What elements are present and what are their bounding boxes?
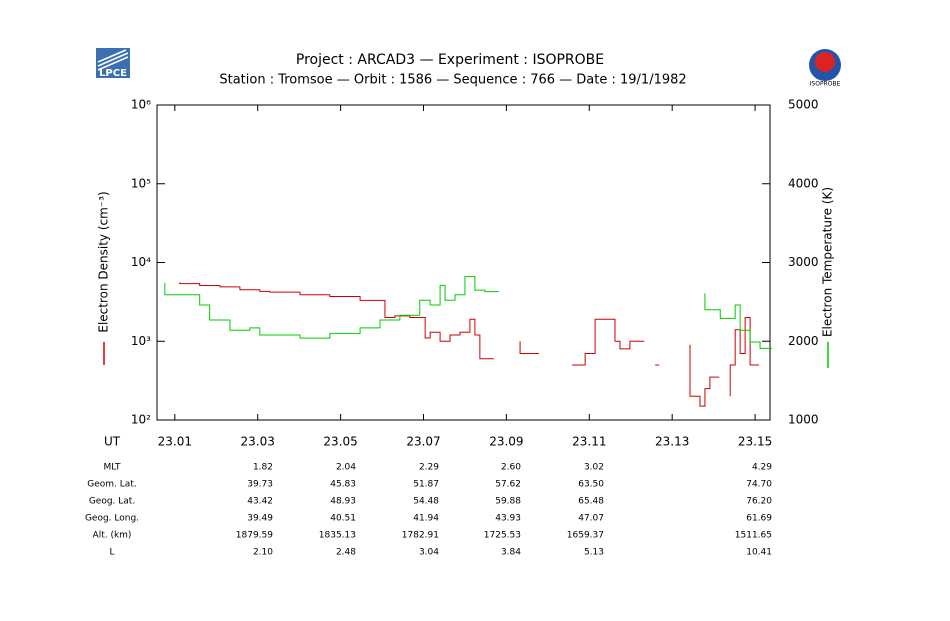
table-cell: 45.83	[330, 480, 356, 490]
y2-tick-label: 5000	[788, 98, 819, 112]
series-line	[164, 276, 772, 349]
y2-tick-label: 2000	[788, 334, 819, 348]
x-tick-label: 23.05	[323, 435, 357, 449]
table-cell: 3.02	[584, 463, 604, 473]
table-cell: 2.04	[336, 463, 356, 473]
plot-frame	[156, 104, 771, 421]
y-tick-label: 10⁴	[131, 255, 151, 269]
table-cell: 41.94	[413, 514, 439, 524]
table-cell: 2.29	[419, 463, 439, 473]
table-cell: 39.73	[247, 480, 273, 490]
table-cell: 2.60	[501, 463, 521, 473]
isoprobe-logo: ISOPROBE	[809, 49, 841, 88]
table-cell: 48.93	[330, 497, 356, 507]
chart-title: Project : ARCAD3 — Experiment : ISOPROBE	[296, 52, 604, 68]
table-cell: 1511.65	[735, 531, 772, 541]
table-cell: 39.49	[247, 514, 273, 524]
lpce-logo: LPCE	[96, 48, 130, 79]
logo-lines	[97, 49, 129, 71]
table-cell: 47.07	[578, 514, 604, 524]
row-label: Geog. Long.	[85, 514, 139, 524]
x-tick-label: 23.07	[406, 435, 440, 449]
logo-text: ISOPROBE	[810, 81, 841, 88]
x-axis-label: UT	[104, 435, 121, 449]
table-cell: 1782.91	[402, 531, 439, 541]
table-cell: 54.48	[413, 497, 439, 507]
table-cell: 3.04	[419, 548, 439, 558]
table-cell: 57.62	[495, 480, 521, 490]
y2-axis-label: Electron Temperature (K)	[821, 187, 835, 337]
series-line	[179, 282, 760, 407]
y2-tick-label: 3000	[788, 255, 819, 269]
table-cell: 2.48	[336, 548, 356, 558]
table-cell: 2.10	[253, 548, 273, 558]
table-cell: 65.48	[578, 497, 604, 507]
table-cell: 51.87	[413, 480, 439, 490]
table-cell: 1725.53	[484, 531, 521, 541]
table-cell: 40.51	[330, 514, 356, 524]
table-cell: 4.29	[752, 463, 772, 473]
table-cell: 43.42	[247, 497, 273, 507]
x-tick-label: 23.01	[158, 435, 192, 449]
y-tick-label: 10²	[131, 413, 151, 427]
logo-inner	[815, 52, 835, 72]
x-tick-label: 23.13	[655, 435, 689, 449]
y2-tick-label: 4000	[788, 176, 819, 190]
x-tick-label: 23.09	[489, 435, 523, 449]
table-cell: 76.20	[746, 497, 772, 507]
table-cell: 1.82	[253, 463, 273, 473]
row-label: L	[109, 548, 114, 558]
y-axis-label: Electron Density (cm⁻³)	[97, 191, 111, 332]
y2-tick-label: 1000	[788, 413, 819, 427]
table-cell: 1835.13	[319, 531, 356, 541]
table-cell: 63.50	[578, 480, 604, 490]
table-cell: 43.93	[495, 514, 521, 524]
table-cell: 74.70	[746, 480, 772, 490]
table-cell: 3.84	[501, 548, 521, 558]
x-tick-label: 23.11	[572, 435, 606, 449]
row-label: Geom. Lat.	[87, 480, 136, 490]
table-cell: 5.13	[584, 548, 604, 558]
row-label: Geog. Lat.	[89, 497, 135, 507]
table-cell: 61.69	[746, 514, 772, 524]
y-tick-label: 10³	[131, 334, 151, 348]
y-tick-label: 10⁵	[131, 176, 151, 190]
x-tick-label: 23.03	[241, 435, 275, 449]
row-label: Alt. (km)	[93, 531, 132, 541]
chart-subtitle: Station : Tromsoe — Orbit : 1586 — Seque…	[219, 73, 686, 88]
logo-text: LPCE	[99, 68, 127, 79]
x-tick-label: 23.15	[738, 435, 772, 449]
table-cell: 1659.37	[567, 531, 604, 541]
table-cell: 10.41	[746, 548, 772, 558]
table-cell: 1879.59	[236, 531, 273, 541]
row-label: MLT	[103, 463, 121, 473]
y-tick-label: 10⁶	[131, 98, 151, 112]
table-cell: 59.88	[495, 497, 521, 507]
